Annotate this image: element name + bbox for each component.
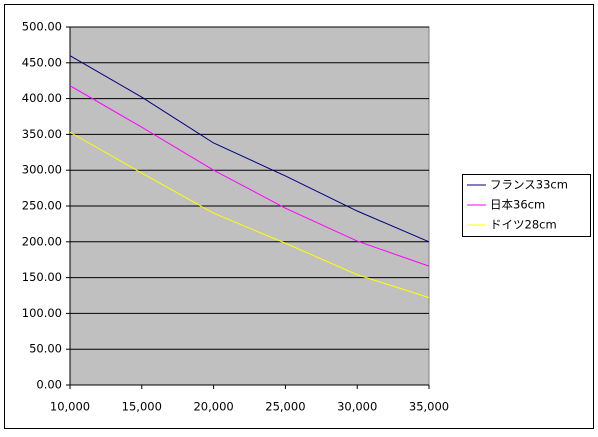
series-line: [69, 131, 430, 299]
y-tick-label: 50.00: [29, 342, 62, 356]
y-tick-label: 250.00: [22, 199, 62, 213]
y-tick-label: 350.00: [22, 127, 62, 141]
x-tick-label: 10,000: [50, 400, 90, 414]
y-tick-label: 100.00: [22, 306, 62, 320]
x-tick-label: 30,000: [337, 400, 377, 414]
x-tick-label: 20,000: [193, 400, 233, 414]
series-line: [69, 85, 430, 267]
y-tick-label: 200.00: [22, 234, 62, 248]
legend-label: ドイツ28cm: [490, 218, 557, 232]
y-tick-label: 500.00: [22, 20, 62, 34]
y-tick-label: 300.00: [22, 163, 62, 177]
y-tick-label: 150.00: [22, 270, 62, 284]
legend-label: 日本36cm: [490, 198, 545, 212]
y-tick-label: 400.00: [22, 91, 62, 105]
y-tick-label: 450.00: [22, 55, 62, 69]
series-line: [69, 55, 430, 243]
x-tick-label: 35,000: [409, 400, 449, 414]
x-tick-label: 15,000: [122, 400, 162, 414]
y-tick-label: 0.00: [36, 378, 62, 392]
x-tick-label: 25,000: [265, 400, 305, 414]
legend-label: フランス33cm: [490, 178, 568, 192]
